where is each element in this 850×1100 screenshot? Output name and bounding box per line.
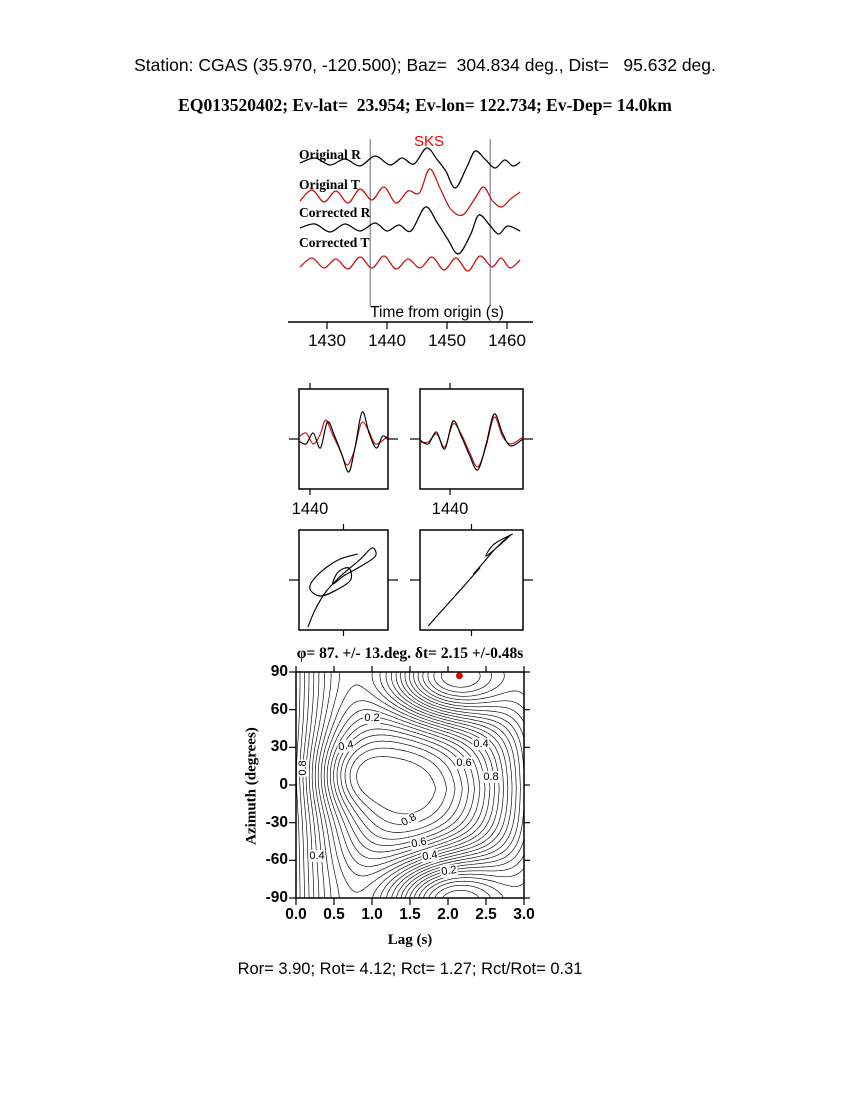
time-axis-label: Time from origin (s) xyxy=(370,304,504,321)
window-tick-label-left: 1440 xyxy=(291,500,329,518)
particle-motion-box xyxy=(419,529,524,631)
contour-xtick-label: 0.0 xyxy=(285,906,307,923)
contour-xtick-label: 2.5 xyxy=(475,906,497,923)
trace-original-r xyxy=(299,147,521,189)
time-tick-label: 1460 xyxy=(488,331,526,350)
best-solution-dot xyxy=(456,672,463,680)
contour-ytick-label: 90 xyxy=(270,663,288,680)
trace-label-original-t: Original T xyxy=(299,177,360,192)
contour-xtick-label: 3.0 xyxy=(513,906,535,923)
contour-ytick-label: 0 xyxy=(279,776,288,793)
contour-title: φ= 87. +/- 13.deg. δt= 2.15 +/-0.48s xyxy=(296,645,524,662)
contour-value-label: 0.2 xyxy=(439,863,459,879)
time-tick-label: 1430 xyxy=(308,331,346,350)
waveform-window-box xyxy=(298,388,389,490)
contour-xtick-label: 2.0 xyxy=(437,906,459,923)
contour-ytick-label: 60 xyxy=(270,700,288,718)
time-tick-label: 1440 xyxy=(368,331,406,350)
trace-corrected-r xyxy=(299,206,521,255)
contour-value-label: 0.4 xyxy=(472,738,490,750)
contour-ytick-label: -30 xyxy=(265,813,288,831)
window-tick-label-right: 1440 xyxy=(431,500,469,518)
window-trace xyxy=(419,416,524,468)
station-info-line: Station: CGAS (35.970, -120.500); Baz= 3… xyxy=(134,55,716,75)
contour-value-label: 0.2 xyxy=(363,712,381,724)
energy-contours xyxy=(296,672,524,898)
particle-motion-corrected xyxy=(427,533,513,627)
contour-ytick-label: -60 xyxy=(265,851,288,869)
time-tick-label: 1450 xyxy=(428,331,466,350)
window-trace xyxy=(298,411,389,473)
contour-ytick-label: 30 xyxy=(270,738,288,756)
contour-value-label: 0.8 xyxy=(482,771,500,783)
contour-ytick-label: -90 xyxy=(265,889,288,906)
trace-label-original-r: Original R xyxy=(299,147,361,162)
trace-original-t xyxy=(299,168,521,217)
contour-value-label: 0.4 xyxy=(308,850,326,862)
results-line: Ror= 3.90; Rot= 4.12; Rct= 1.27; Rct/Rot… xyxy=(237,960,583,978)
waveform-window-box xyxy=(419,388,524,490)
trace-corrected-t xyxy=(299,255,521,272)
event-info-line: EQ013520402; Ev-lat= 23.954; Ev-lon= 122… xyxy=(178,95,672,115)
trace-label-corrected-r: Corrected R xyxy=(299,205,371,220)
contour-xtick-label: 1.0 xyxy=(361,906,383,923)
contour-xtick-label: 0.5 xyxy=(323,906,345,923)
contour-xtick-label: 1.5 xyxy=(399,906,421,923)
phase-label: SKS xyxy=(414,133,445,150)
window-trace xyxy=(419,413,524,471)
contour-value-label: 0.6 xyxy=(455,757,473,769)
contour-xlabel: Lag (s) xyxy=(387,932,433,948)
contour-value-label: 0.8 xyxy=(297,759,309,777)
trace-label-corrected-t: Corrected T xyxy=(299,235,370,250)
particle-motion-uncorrected xyxy=(307,547,377,628)
